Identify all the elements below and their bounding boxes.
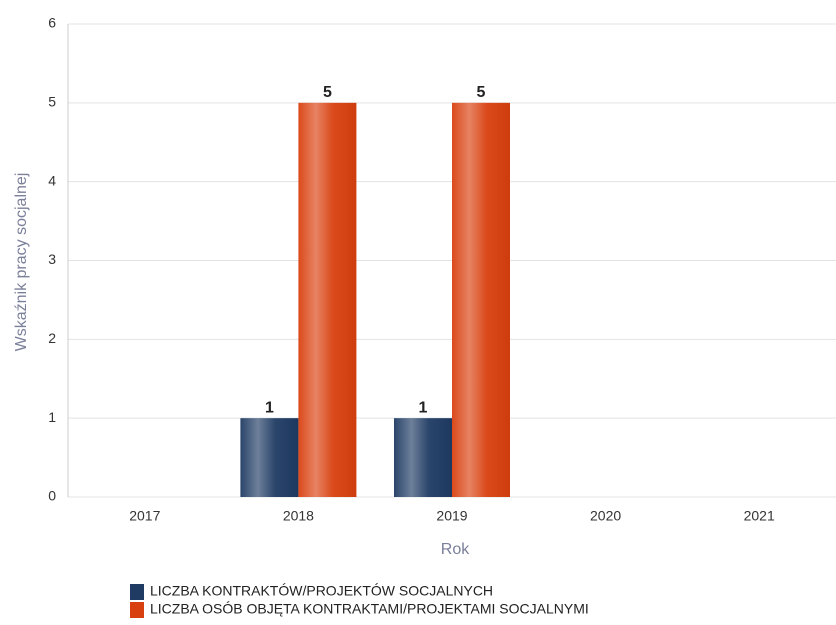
bar-shine <box>452 102 510 497</box>
value-label: 5 <box>323 84 332 101</box>
y-tick-label: 2 <box>48 330 56 346</box>
x-axis-title: Rok <box>441 541 470 558</box>
bar-shine <box>240 418 299 497</box>
y-axis-title: Wskaźnik pracy socjalnej <box>13 173 30 352</box>
x-tick-label: 2018 <box>283 508 314 524</box>
y-tick-label: 3 <box>48 251 56 267</box>
legend-text: LICZBA KONTRAKTÓW/PROJEKTÓW SOCJALNYCH <box>150 583 493 599</box>
x-tick-label: 2017 <box>129 508 160 524</box>
value-label: 1 <box>419 399 428 416</box>
y-tick-label: 4 <box>48 172 56 188</box>
bar-shine <box>298 102 357 497</box>
legend-swatch <box>130 584 144 600</box>
x-tick-label: 2021 <box>744 508 775 524</box>
x-tick-label: 2019 <box>436 508 467 524</box>
legend-swatch <box>130 602 144 618</box>
x-tick-label: 2020 <box>590 508 621 524</box>
legend-text: LICZBA OSÓB OBJĘTA KONTRAKTAMI/PROJEKTAM… <box>150 601 589 617</box>
y-tick-label: 5 <box>48 94 56 110</box>
value-label: 5 <box>477 84 486 101</box>
y-tick-label: 0 <box>48 488 56 504</box>
bar-shine <box>394 418 452 497</box>
y-tick-label: 1 <box>48 409 56 425</box>
y-tick-label: 6 <box>48 15 56 31</box>
value-label: 1 <box>265 399 274 416</box>
